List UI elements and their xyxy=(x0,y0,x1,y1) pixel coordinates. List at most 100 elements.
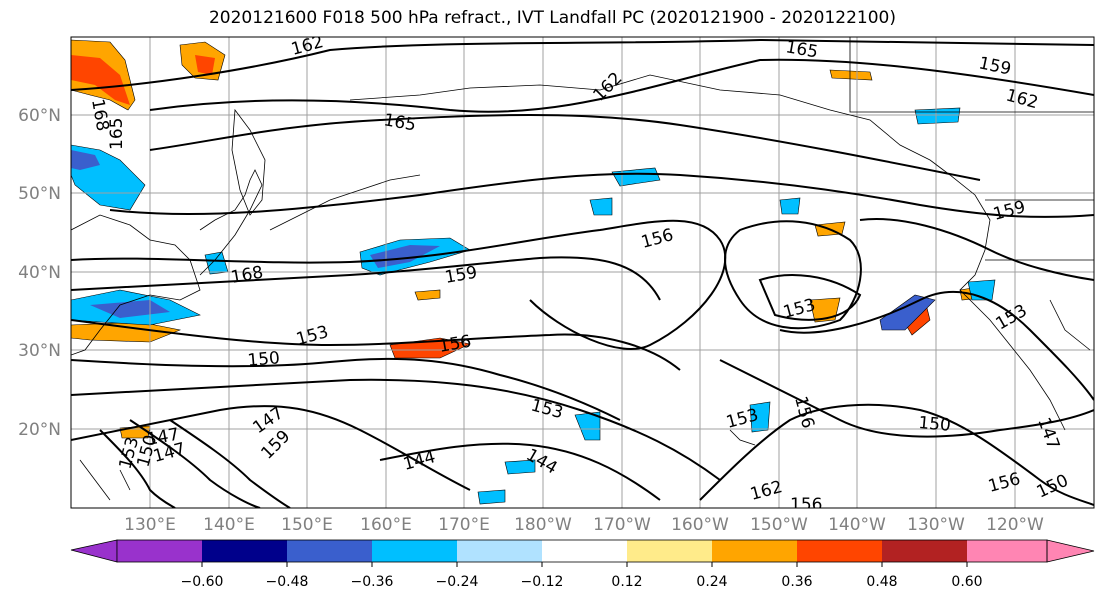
contour-line xyxy=(149,58,1094,113)
colorbar-segment xyxy=(202,540,287,562)
gridlines xyxy=(71,37,1094,508)
contour-line xyxy=(779,291,1094,401)
lon-label: 160°E xyxy=(360,515,412,535)
us-border xyxy=(985,199,1094,261)
map-title: 2020121600 F018 500 hPa refract., IVT La… xyxy=(208,8,896,28)
negative-anomaly-patch xyxy=(370,245,440,268)
colorbar-segment xyxy=(117,540,202,562)
colorbar-segment xyxy=(542,540,627,562)
lon-label: 160°W xyxy=(671,515,729,535)
negative-anomaly-patch xyxy=(611,167,661,187)
negative-anomaly-patch xyxy=(914,107,961,125)
alaska-coastline xyxy=(349,74,1066,431)
lon-label: 150°W xyxy=(750,515,808,535)
lat-label: 20°N xyxy=(18,420,61,440)
contour-label: 153 xyxy=(529,396,566,424)
contour-label: 156 xyxy=(986,469,1023,497)
negative-anomaly-patch xyxy=(779,197,801,215)
contour-line xyxy=(719,359,1094,438)
contour-line xyxy=(71,357,621,421)
negative-anomaly-patch xyxy=(879,294,936,331)
contour-label: 165 xyxy=(107,118,127,150)
colorbar-segment xyxy=(457,540,542,562)
negative-anomaly-patch xyxy=(204,251,229,275)
contour-line xyxy=(71,256,661,301)
contour-line xyxy=(699,403,1094,506)
contour-line xyxy=(99,429,176,508)
colorbar-segment xyxy=(967,540,1047,562)
colorbar-tick-label: −0.36 xyxy=(351,574,394,590)
contour-label: 159 xyxy=(991,197,1028,225)
colorbar-segment xyxy=(287,540,372,562)
colorbar-ticks xyxy=(201,562,968,567)
colorbar-segment xyxy=(372,540,457,562)
contour-line xyxy=(71,38,1094,91)
contour-label: 162 xyxy=(289,32,326,60)
colorbar-tick-label: −0.24 xyxy=(436,574,479,590)
colorbar: −0.60 −0.48 −0.36 −0.24 −0.12 0.12 0.24 … xyxy=(70,539,1095,590)
contour-label: 153 xyxy=(781,295,818,323)
canada-border xyxy=(849,37,1094,113)
lat-label: 60°N xyxy=(18,106,61,126)
negative-anomaly-patch xyxy=(749,401,771,433)
positive-anomaly-patch xyxy=(414,289,441,301)
lon-label: 120°W xyxy=(986,515,1044,535)
contour-label: 168 xyxy=(229,263,264,288)
contour-line xyxy=(129,419,261,508)
lon-label: 130°E xyxy=(124,515,176,535)
contour-label: 159 xyxy=(977,53,1013,79)
contour-line xyxy=(724,220,862,330)
positive-anomaly-patch xyxy=(829,69,873,81)
contour-label: 162 xyxy=(1004,86,1041,114)
lon-label: 140°E xyxy=(203,515,255,535)
lon-label: 170°W xyxy=(593,515,651,535)
contour-line xyxy=(758,274,862,321)
negative-anomaly-patch xyxy=(71,150,100,170)
colorbar-segment xyxy=(627,540,712,562)
aleutian-islands xyxy=(269,174,421,231)
contour-label: 159 xyxy=(443,263,478,288)
contour-label: 156 xyxy=(437,332,472,357)
lat-label: 30°N xyxy=(18,341,61,361)
latitude-labels: 60°N 50°N 40°N 30°N 20°N xyxy=(18,106,61,440)
asia-coastline xyxy=(71,214,201,356)
colorbar-high-extension xyxy=(1046,539,1095,563)
longitude-labels: 130°E 140°E 150°E 160°E 170°E 180°W 170°… xyxy=(124,515,1044,535)
colorbar-tick-label: 0.12 xyxy=(611,574,642,590)
colorbar-frame xyxy=(116,539,1048,563)
contour-line xyxy=(71,378,721,481)
contour-line xyxy=(859,218,1094,281)
lon-label: 140°W xyxy=(828,515,886,535)
negative-anomaly-patch xyxy=(477,489,506,505)
negative-anomaly-patch xyxy=(504,459,536,475)
contour-line xyxy=(71,219,727,350)
map-area: 162 165 159 162 168 165 165 162 168 159 … xyxy=(71,32,1094,515)
colorbar-tick-label: −0.48 xyxy=(266,574,309,590)
contour-line xyxy=(379,442,661,501)
lon-label: 170°E xyxy=(438,515,490,535)
contour-label: 150 xyxy=(1034,471,1072,503)
map-frame xyxy=(70,36,1095,509)
colorbar-segment xyxy=(797,540,882,562)
positive-anomaly-patch xyxy=(195,55,215,75)
contour-label: 156 xyxy=(790,495,822,515)
contour-line xyxy=(71,405,471,491)
colorbar-segment xyxy=(882,540,967,562)
contour-label: 156 xyxy=(639,225,676,253)
positive-anomaly-patch xyxy=(71,55,130,105)
mexico-coastline xyxy=(1049,299,1091,351)
lat-label: 50°N xyxy=(18,184,61,204)
contour-lines xyxy=(71,38,1094,508)
contour-label: 156 xyxy=(790,394,818,431)
anomaly-fill-layer xyxy=(71,39,996,505)
colorbar-tick-label: 0.24 xyxy=(696,574,727,590)
contour-line xyxy=(169,419,291,508)
colorbar-tick-label: −0.60 xyxy=(181,574,224,590)
contour-label: 165 xyxy=(382,110,417,135)
colorbar-tick-label: 0.60 xyxy=(951,574,982,590)
colorbar-tick-label: −0.12 xyxy=(521,574,564,590)
colorbar-tick-label: 0.48 xyxy=(866,574,897,590)
contour-label: 150 xyxy=(918,413,952,436)
colorbar-segment xyxy=(712,540,797,562)
